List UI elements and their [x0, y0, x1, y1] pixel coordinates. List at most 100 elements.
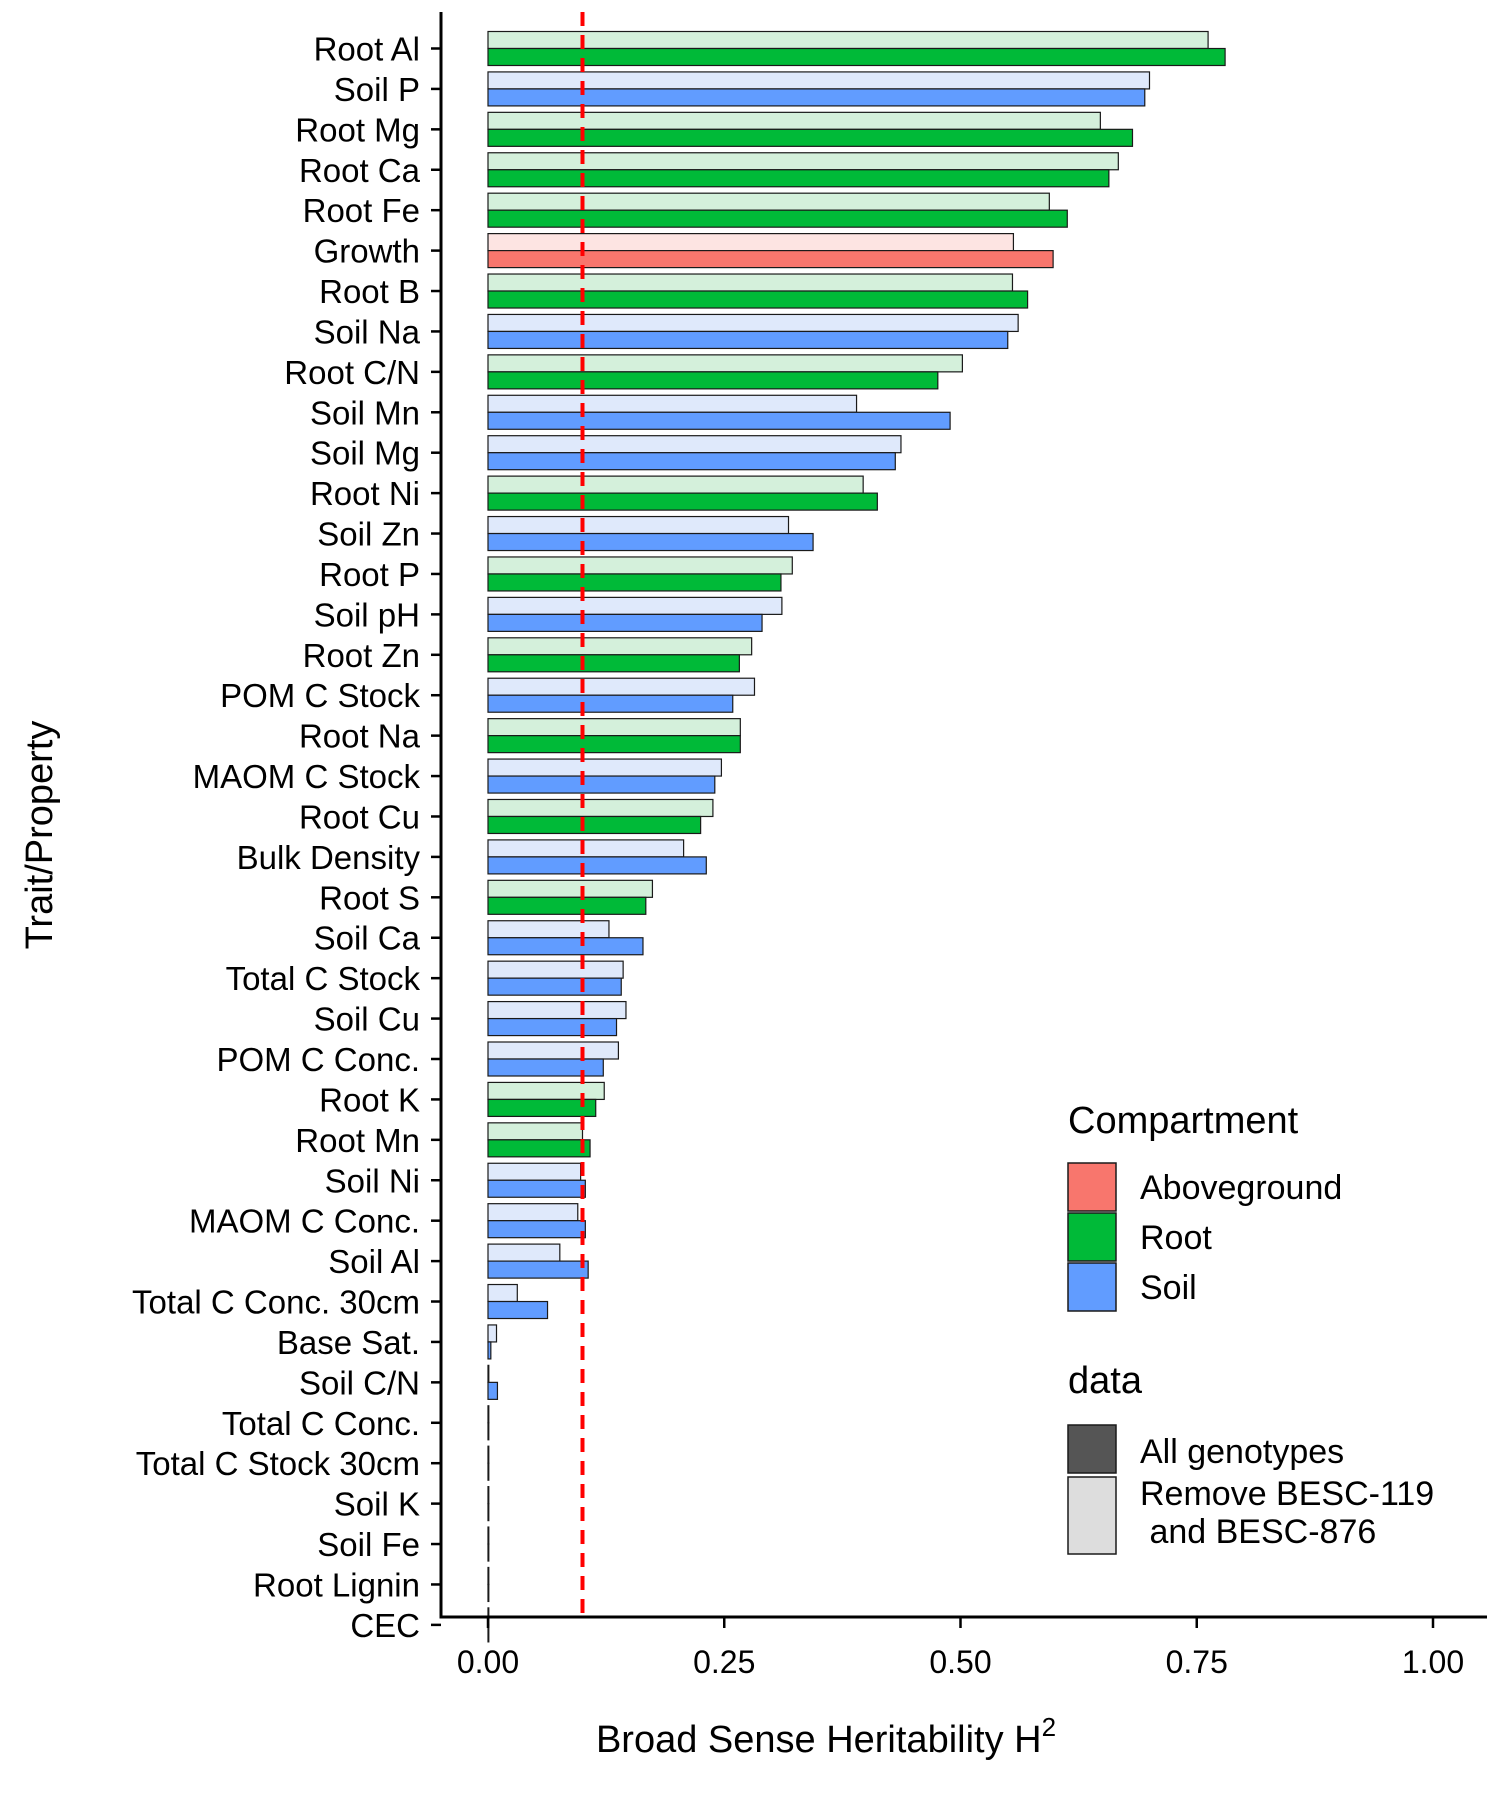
y-tick-label-bulk-density: Bulk Density [237, 839, 421, 876]
bar-all-soil-mg [487, 452, 896, 471]
bar-remove-soil-zn [487, 515, 790, 535]
y-tick-label-root-b: Root B [319, 273, 420, 310]
y-tick-label-root-al: Root Al [314, 31, 420, 68]
bar-all-root-al [487, 47, 1226, 67]
y-tick-label-root-zn: Root Zn [303, 637, 420, 674]
axes-layer [431, 12, 1487, 1628]
bar-remove-soil-c-n [487, 1364, 490, 1383]
bar-all-total-c-conc [487, 1422, 490, 1441]
y-tick-label-total-c-stock-30cm: Total C Stock 30cm [136, 1445, 420, 1482]
bar-all-root-k [487, 1098, 597, 1118]
legend-title-compartment: Compartment [1068, 1100, 1299, 1142]
bar-remove-total-c-stock [487, 960, 624, 979]
bar-all-root-b [487, 290, 1029, 309]
bar-remove-root-mg [487, 111, 1101, 130]
bar-remove-pom-c-stock [487, 677, 756, 696]
x-tick-labels: 0.00 0.25 0.50 0.75 1.00 [457, 1644, 1464, 1680]
bar-all-base-sat [487, 1341, 492, 1360]
bar-remove-root-lignin [487, 1566, 490, 1586]
y-tick-label-soil-p: Soil P [334, 71, 420, 108]
bar-all-soil-ph [487, 613, 763, 632]
legend-label-aboveground: Aboveground [1140, 1169, 1342, 1207]
x-tick-label-0.75: 0.75 [1166, 1644, 1228, 1680]
legend-key-all-genotypes [1067, 1424, 1117, 1474]
legend-label-remove-besc: Remove BESC-119 and BESC-876 [1140, 1475, 1434, 1551]
bar-all-root-ca [487, 169, 1110, 188]
y-tick-label-total-c-conc: Total C Conc. [222, 1405, 420, 1442]
legend-key-root [1067, 1212, 1117, 1262]
y-tick-label-soil-ph: Soil pH [314, 596, 420, 633]
bar-remove-root-b [487, 273, 1014, 292]
x-tick-label-0.00: 0.00 [457, 1644, 519, 1680]
bar-remove-soil-p [487, 71, 1151, 90]
bar-all-soil-na [487, 330, 1009, 350]
bar-remove-soil-al [487, 1243, 561, 1262]
bar-remove-root-c-n [487, 354, 963, 373]
y-tick-label-root-lignin: Root Lignin [253, 1566, 420, 1603]
bar-remove-soil-ca [487, 920, 610, 939]
y-tick-label-soil-mg: Soil Mg [310, 435, 420, 472]
bar-remove-maom-c-conc [487, 1203, 579, 1222]
bar-all-maom-c-conc [487, 1220, 586, 1239]
bar-remove-root-zn [487, 637, 753, 656]
bar-remove-soil-cu [487, 1000, 627, 1020]
bar-remove-root-k [487, 1081, 605, 1101]
bar-remove-root-mn [487, 1122, 584, 1141]
y-tick-label-soil-c-n: Soil C/N [299, 1364, 420, 1401]
bar-all-soil-fe [487, 1543, 490, 1562]
y-tick-label-pom-c-conc: POM C Conc. [216, 1041, 420, 1078]
bar-all-pom-c-stock [487, 694, 734, 713]
x-tick-label-0.25: 0.25 [693, 1644, 755, 1680]
y-tick-label-root-ca: Root Ca [299, 152, 421, 189]
legend-label-soil: Soil [1140, 1269, 1197, 1307]
bar-remove-soil-mn [487, 394, 858, 413]
bar-remove-growth [487, 233, 1015, 252]
x-tick-label-1.00: 1.00 [1402, 1644, 1464, 1680]
y-tick-label-soil-ni: Soil Ni [325, 1162, 420, 1199]
y-tick-label-base-sat: Base Sat. [277, 1324, 420, 1361]
y-tick-label-soil-na: Soil Na [314, 313, 421, 350]
y-tick-label-total-c-stock: Total C Stock [226, 960, 421, 997]
bar-remove-base-sat [487, 1324, 498, 1343]
y-tick-label-root-p: Root P [319, 556, 420, 593]
bar-remove-soil-ph [487, 596, 783, 615]
bar-remove-root-p [487, 556, 793, 575]
bar-all-root-zn [487, 654, 740, 673]
bar-all-soil-p [487, 88, 1146, 107]
legend-key-remove-besc [1067, 1476, 1117, 1555]
bar-all-root-cu [487, 815, 702, 835]
y-tick-label-soil-al: Soil Al [328, 1243, 420, 1280]
bar-all-soil-k [487, 1503, 490, 1522]
bar-all-root-lignin [487, 1583, 490, 1603]
bar-remove-maom-c-stock [487, 758, 723, 777]
bar-all-pom-c-conc [487, 1058, 604, 1077]
bar-remove-soil-fe [487, 1526, 490, 1545]
bar-all-root-mn [487, 1139, 591, 1158]
y-tick-label-soil-mn: Soil Mn [310, 394, 420, 431]
bar-all-soil-zn [487, 532, 814, 552]
bar-all-bulk-density [487, 856, 707, 875]
legend-label-root: Root [1140, 1219, 1212, 1257]
bar-all-total-c-stock-30cm [487, 1462, 490, 1481]
y-tick-label-soil-fe: Soil Fe [317, 1526, 420, 1563]
bar-all-soil-mn [487, 411, 951, 430]
bar-remove-total-c-conc [487, 1405, 490, 1424]
bar-all-soil-cu [487, 1017, 618, 1037]
y-tick-label-total-c-conc-30cm: Total C Conc. 30cm [132, 1284, 420, 1321]
legend-label-all-genotypes: All genotypes [1140, 1433, 1344, 1471]
y-tick-label-maom-c-conc: MAOM C Conc. [189, 1203, 420, 1240]
bar-remove-soil-ni [487, 1162, 582, 1181]
bar-all-root-p [487, 573, 782, 592]
x-axis-title-superscript: 2 [1042, 1712, 1056, 1742]
bar-all-soil-ca [487, 937, 644, 956]
bar-all-maom-c-stock [487, 775, 716, 794]
bar-all-root-c-n [487, 371, 939, 390]
bar-all-root-fe [487, 209, 1068, 228]
bar-remove-root-na [487, 718, 741, 737]
y-tick-label-root-mg: Root Mg [295, 111, 420, 148]
legend-key-aboveground [1067, 1162, 1117, 1212]
bar-all-total-c-conc-30cm [487, 1300, 549, 1320]
bar-all-soil-al [487, 1260, 589, 1279]
